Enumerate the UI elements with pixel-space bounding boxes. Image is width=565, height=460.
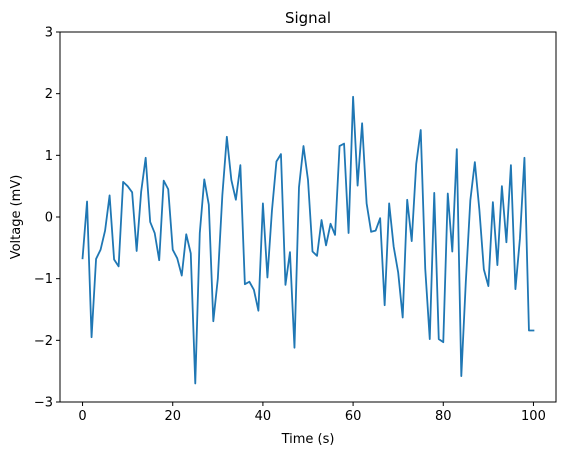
x-tick-label: 20: [164, 409, 181, 424]
chart-title: Signal: [285, 9, 331, 27]
y-tick-label: 3: [45, 26, 53, 41]
x-tick-label: 40: [255, 409, 272, 424]
y-tick-label: 1: [45, 149, 53, 164]
y-tick-label: −3: [34, 396, 53, 411]
x-axis-ticks: 0 20 40 60 80 100: [78, 402, 546, 424]
x-axis-label: Time (s): [281, 432, 335, 447]
y-tick-label: 2: [45, 87, 53, 102]
signal-line: [81, 95, 535, 385]
y-axis-ticks: −3 −2 −1 0 1 2 3: [34, 26, 60, 411]
x-tick-label: 0: [78, 409, 86, 424]
y-tick-label: −2: [34, 334, 53, 349]
plot-area: [60, 32, 556, 402]
y-tick-label: −1: [34, 272, 53, 287]
y-axis-label: Voltage (mV): [9, 175, 24, 260]
series-layer: [81, 95, 535, 385]
y-tick-label: 0: [45, 211, 53, 226]
x-tick-label: 80: [435, 409, 452, 424]
x-tick-label: 100: [521, 409, 546, 424]
x-tick-label: 60: [345, 409, 362, 424]
